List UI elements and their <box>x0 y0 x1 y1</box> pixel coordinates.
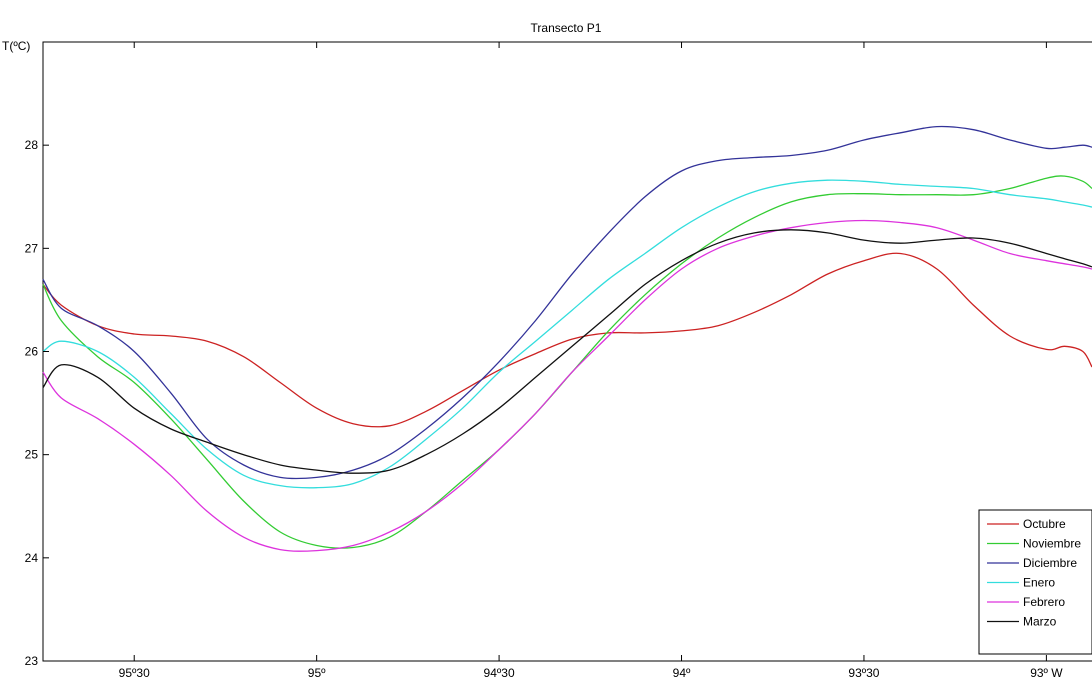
x-tick-label: 94º30 <box>484 666 515 680</box>
x-tick-label: 93º30 <box>848 666 879 680</box>
legend-label-marzo: Marzo <box>1023 615 1057 629</box>
series-line-noviembre <box>42 175 1092 549</box>
plot-area <box>42 41 1092 662</box>
legend-label-enero: Enero <box>1023 576 1055 590</box>
series-group <box>42 125 1092 552</box>
series-line-diciembre <box>42 125 1092 480</box>
y-tick-label: 24 <box>25 551 39 565</box>
series-line-marzo <box>42 229 1092 474</box>
legend-label-febrero: Febrero <box>1023 595 1065 609</box>
series-line-octubre <box>42 252 1092 428</box>
y-tick-label: 25 <box>25 448 39 462</box>
x-tick-label: 95º <box>308 666 326 680</box>
plot-frame <box>42 41 1092 662</box>
series-line-febrero <box>42 219 1092 552</box>
axes-group: 23 24 25 26 27 28 95º30 95º 94º30 94º 93º30 93º W <box>25 42 1063 680</box>
legend-label-octubre: Octubre <box>1023 517 1066 531</box>
legend-label-noviembre: Noviembre <box>1023 537 1081 551</box>
chart-title: Transecto P1 <box>531 21 602 35</box>
y-tick-label: 23 <box>25 654 39 668</box>
y-axis-label: T(ºC) <box>2 39 30 53</box>
legend: Octubre Noviembre Diciembre Enero Febrero Mar… <box>978 509 1092 655</box>
x-tick-label: 93º W <box>1030 666 1063 680</box>
y-tick-label: 27 <box>25 241 39 255</box>
y-tick-label: 28 <box>25 138 39 152</box>
legend-label-diciembre: Diciembre <box>1023 556 1077 570</box>
series-line-enero <box>42 179 1092 489</box>
y-tick-label: 26 <box>25 345 39 359</box>
x-tick-label: 95º30 <box>119 666 150 680</box>
x-tick-label: 94º <box>673 666 691 680</box>
